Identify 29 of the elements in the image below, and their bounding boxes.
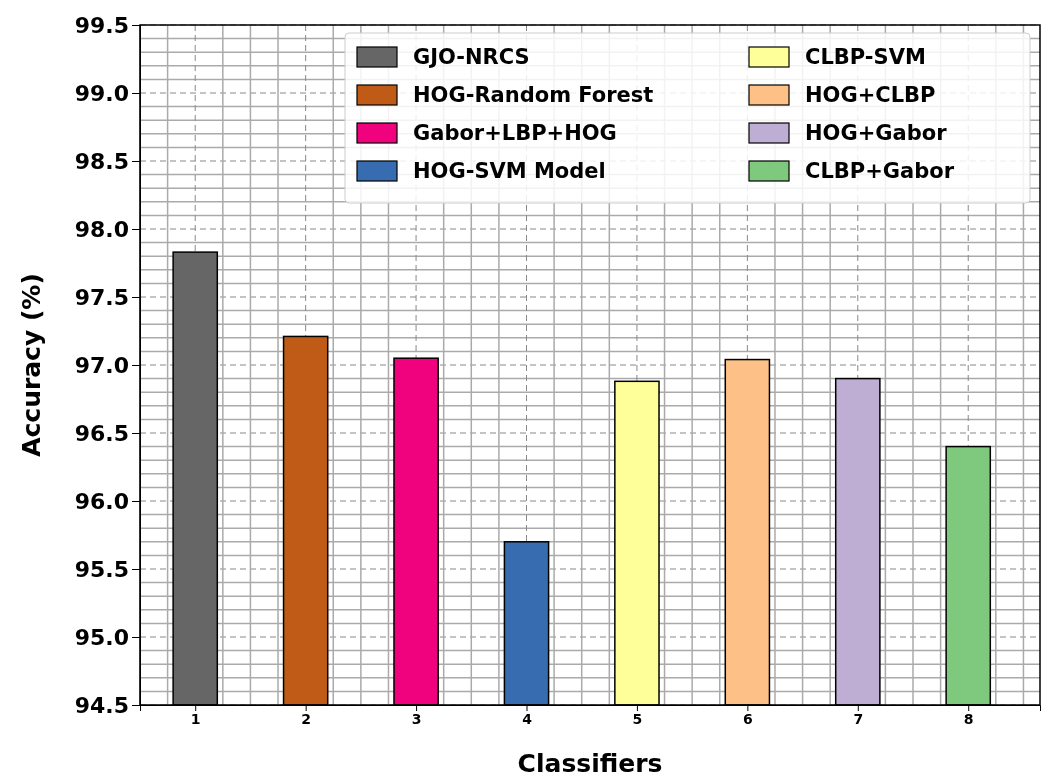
x-tick-label: 5 <box>632 710 643 727</box>
legend-label: HOG+Gabor <box>805 121 948 145</box>
legend-label: GJO-NRCS <box>413 45 530 69</box>
y-tick-label: 95.0 <box>74 624 129 650</box>
x-tick-label: 3 <box>411 710 422 727</box>
x-tick-label: 7 <box>853 710 864 727</box>
x-tick-label: 4 <box>522 710 533 727</box>
x-tick-label: 1 <box>190 710 201 727</box>
y-tick-label: 96.0 <box>74 488 129 514</box>
legend-label: CLBP-SVM <box>805 45 926 69</box>
y-tick-label: 98.5 <box>74 148 129 174</box>
y-axis-title: Accuracy (%) <box>17 273 46 457</box>
legend-label: HOG-Random Forest <box>413 83 654 107</box>
legend-label: CLBP+Gabor <box>805 159 955 183</box>
legend-label: HOG-SVM Model <box>413 159 606 183</box>
x-tick-label: 6 <box>742 710 753 727</box>
y-tick-label: 94.5 <box>74 692 129 718</box>
y-tick-label: 97.5 <box>74 284 129 310</box>
legend-label: HOG+CLBP <box>805 83 936 107</box>
y-tick-label: 99.5 <box>74 12 129 38</box>
x-tick-label: 8 <box>963 710 974 727</box>
y-tick-label: 96.5 <box>74 420 129 446</box>
y-tick-label: 95.5 <box>74 556 129 582</box>
y-tick-label: 99.0 <box>74 80 129 106</box>
y-tick-label: 98.0 <box>74 216 129 242</box>
x-axis-title: Classifiers <box>517 749 663 778</box>
legend-label: Gabor+LBP+HOG <box>413 121 617 145</box>
x-tick-label: 2 <box>301 710 312 727</box>
y-tick-label: 97.0 <box>74 352 129 378</box>
